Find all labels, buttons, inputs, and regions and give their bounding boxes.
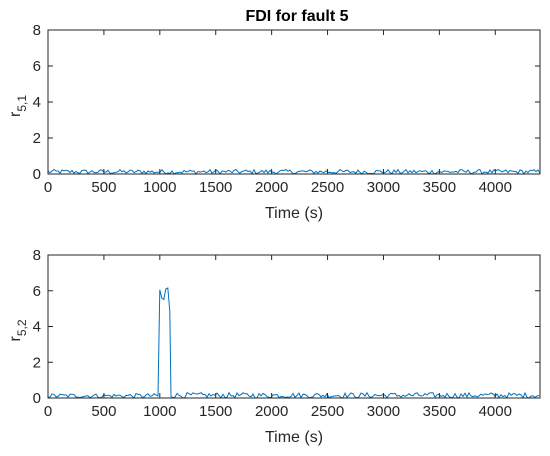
y-tick-label: 0 — [33, 166, 41, 183]
x-tick-label: 1000 — [143, 179, 176, 196]
x-tick-label: 3500 — [423, 179, 456, 196]
x-tick-label: 2500 — [311, 179, 344, 196]
y-tick-label: 8 — [33, 22, 41, 39]
y-tick-label: 4 — [33, 319, 41, 336]
x-tick-label: 0 — [44, 403, 52, 420]
x-tick-label: 0 — [44, 179, 52, 196]
x-tick-label: 3000 — [367, 403, 400, 420]
y-axis-label: r5,1 — [7, 95, 29, 117]
x-tick-label: 2000 — [255, 403, 288, 420]
y-axis-label-base: r — [7, 111, 24, 117]
y-tick-label: 0 — [33, 390, 41, 407]
series-line-1 — [47, 168, 541, 175]
x-tick-label: 4000 — [479, 403, 512, 420]
x-tick-label: 3500 — [423, 403, 456, 420]
y-tick-label: 2 — [33, 354, 41, 371]
y-axis-label-subscript: 5,1 — [15, 95, 29, 112]
chart-title: FDI for fault 5 — [245, 8, 348, 25]
subplot-bottom: 0 500 1000 1500 2000 2500 3000 3500 4000 0 2 4 6 8 Tim… — [7, 247, 541, 446]
y-axis-label: r5,2 — [7, 319, 29, 341]
y-tick-label: 6 — [33, 283, 41, 300]
x-tick-label: 1500 — [199, 403, 232, 420]
y-tick-label: 8 — [33, 247, 41, 264]
axes-box — [47, 29, 541, 175]
x-tick-label: 4000 — [479, 179, 512, 196]
y-tick-label: 2 — [33, 130, 41, 147]
x-tick-label: 500 — [91, 179, 116, 196]
x-tick-label: 500 — [91, 403, 116, 420]
y-axis-label-subscript: 5,2 — [15, 319, 29, 336]
y-tick-label: 4 — [33, 94, 41, 111]
x-axis-label: Time (s) — [265, 205, 323, 222]
y-tick-label: 6 — [33, 58, 41, 75]
x-tick-label: 1500 — [199, 179, 232, 196]
axes-box — [47, 254, 541, 399]
x-axis-label: Time (s) — [265, 429, 323, 446]
x-tick-label: 1000 — [143, 403, 176, 420]
series-line-2 — [47, 287, 540, 399]
x-tick-label: 2000 — [255, 179, 288, 196]
y-axis-label-base: r — [7, 336, 24, 342]
subplot-top: 0 500 1000 1500 2000 2500 3000 3500 4000 0 2 4 6 8 Tim… — [7, 22, 541, 222]
x-tick-label: 2500 — [311, 403, 344, 420]
x-tick-label: 3000 — [367, 179, 400, 196]
